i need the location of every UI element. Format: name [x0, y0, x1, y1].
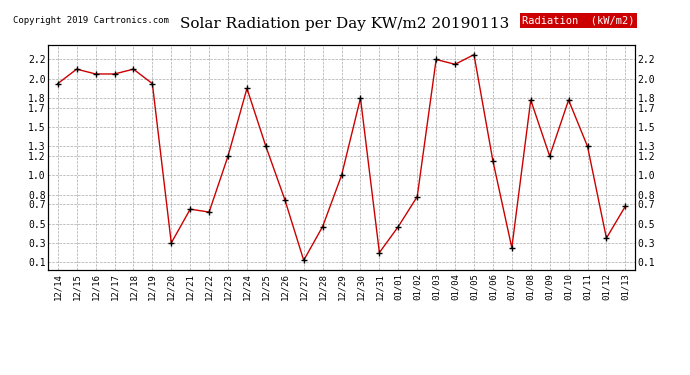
Text: Solar Radiation per Day KW/m2 20190113: Solar Radiation per Day KW/m2 20190113 — [180, 17, 510, 31]
Text: Radiation  (kW/m2): Radiation (kW/m2) — [522, 16, 635, 26]
Text: Copyright 2019 Cartronics.com: Copyright 2019 Cartronics.com — [13, 16, 169, 25]
